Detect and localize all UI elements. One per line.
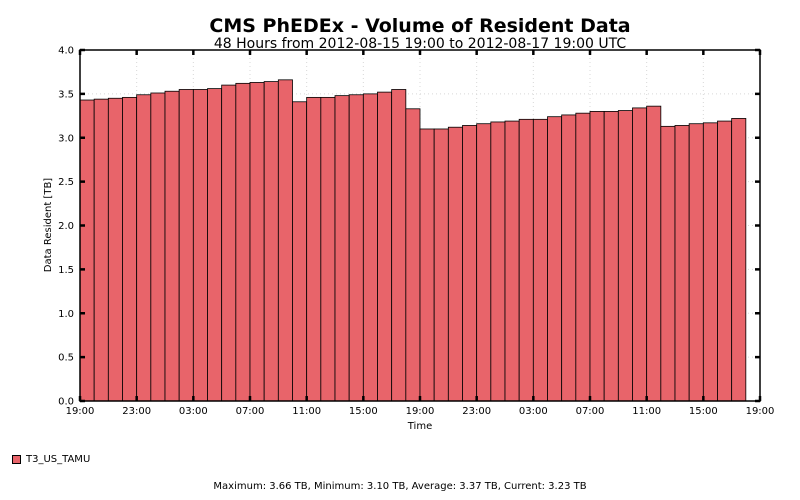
x-tick-label: 11:00: [632, 406, 661, 417]
bar: [207, 88, 223, 402]
bar: [589, 111, 605, 402]
x-tick-label: 11:00: [292, 406, 321, 417]
x-tick-label: 07:00: [576, 406, 605, 417]
bar: [476, 123, 492, 402]
y-tick-label: 2.0: [58, 221, 74, 232]
y-tick-label: 0.0: [58, 397, 74, 408]
bar: [561, 114, 577, 402]
x-tick-label: 15:00: [689, 406, 718, 417]
bar: [178, 89, 194, 402]
bar: [377, 91, 393, 402]
y-axis-label: Data Resident [TB]: [43, 178, 54, 273]
y-tick-label: 4.0: [58, 46, 74, 57]
bar: [192, 89, 208, 402]
x-tick-label: 19:00: [746, 406, 775, 417]
legend-swatch: [12, 455, 21, 464]
y-tick-label: 0.5: [58, 353, 74, 364]
bar: [532, 118, 548, 402]
bar: [122, 96, 138, 402]
bar: [717, 120, 733, 402]
bar: [235, 82, 251, 402]
y-tick-label: 1.0: [58, 309, 74, 320]
bar: [348, 94, 364, 402]
bar: [731, 118, 747, 402]
x-tick-label: 07:00: [236, 406, 265, 417]
y-tick-label: 3.0: [58, 133, 74, 144]
y-tick-label: 3.5: [58, 89, 74, 100]
bar: [547, 116, 563, 402]
bar: [646, 105, 662, 402]
bars: [79, 79, 747, 402]
x-tick-label: 19:00: [406, 406, 435, 417]
legend: T3_US_TAMU: [12, 454, 90, 465]
y-tick-label: 1.5: [58, 265, 74, 276]
bar: [674, 125, 690, 402]
bar: [419, 128, 435, 402]
chart-title: CMS PhEDEx - Volume of Resident Data: [209, 15, 630, 37]
x-tick-label: 19:00: [66, 406, 95, 417]
axis-ticks: 0.0 0.5 1.0 1.5 2.0 2.5 3.0 3.5 4.0 19:00 23:00 03:…: [58, 46, 774, 418]
bar: [249, 82, 265, 402]
summary-footer: Maximum: 3.66 TB, Minimum: 3.10 TB, Aver…: [213, 481, 587, 492]
bar: [391, 89, 407, 402]
bar: [603, 111, 619, 402]
bar: [362, 93, 378, 402]
bar: [504, 120, 520, 402]
x-tick-label: 03:00: [519, 406, 548, 417]
legend-label: T3_US_TAMU: [26, 454, 91, 465]
x-tick-label: 23:00: [122, 406, 151, 417]
bar: [93, 98, 109, 402]
bar: [518, 118, 534, 402]
bar: [334, 95, 350, 402]
bar: [136, 94, 152, 402]
bar: [320, 96, 336, 402]
x-tick-label: 03:00: [179, 406, 208, 417]
bar: [292, 101, 308, 402]
chart-subtitle: 48 Hours from 2012-08-15 19:00 to 2012-0…: [214, 36, 626, 52]
bar: [490, 121, 506, 402]
bar: [150, 92, 166, 402]
bar: [447, 126, 463, 402]
bar: [632, 107, 648, 402]
x-tick-label: 15:00: [349, 406, 378, 417]
bar: [79, 99, 95, 402]
x-axis-label: Time: [407, 421, 432, 432]
x-tick-label: 23:00: [462, 406, 491, 417]
bar: [164, 90, 180, 402]
bar: [277, 79, 293, 402]
bar: [702, 122, 718, 402]
bar: [688, 123, 704, 402]
y-tick-label: 2.5: [58, 177, 74, 188]
bar: [306, 96, 322, 402]
bar: [263, 81, 279, 402]
bar: [433, 128, 449, 402]
bar: [660, 125, 676, 402]
bar: [575, 112, 591, 402]
bar: [107, 97, 123, 402]
bar: [221, 84, 237, 402]
bar: [405, 108, 421, 402]
bar: [462, 125, 478, 402]
bar: [617, 110, 633, 402]
